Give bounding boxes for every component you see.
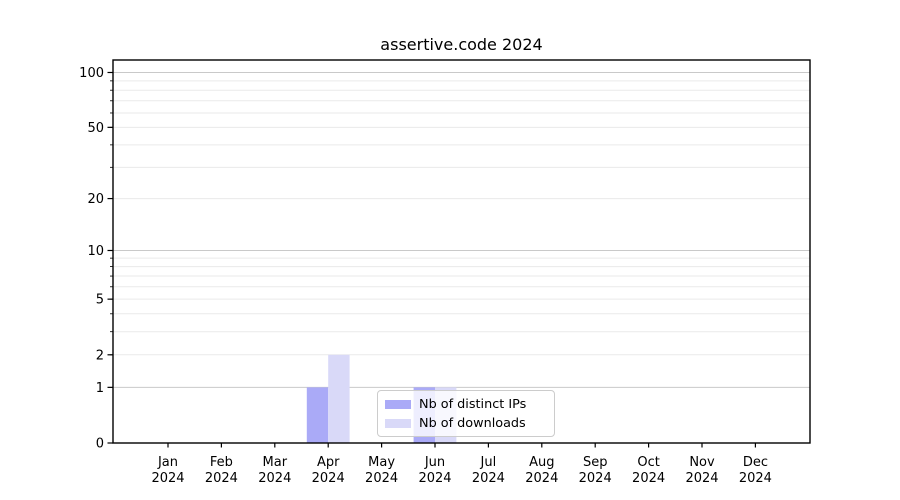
bar-downloads-apr xyxy=(328,354,350,443)
legend-swatch-downloads xyxy=(385,419,411,428)
chart-title: assertive.code 2024 xyxy=(380,35,543,54)
y-tick-label: 2 xyxy=(96,348,104,363)
x-tick-label-month: Feb xyxy=(210,455,233,470)
x-tick-label-year: 2024 xyxy=(579,471,612,486)
x-tick-label-month: May xyxy=(368,455,395,470)
x-tick-label-month: Jan xyxy=(157,455,178,470)
x-tick-label-month: Jun xyxy=(424,455,445,470)
x-tick-label-year: 2024 xyxy=(472,471,505,486)
x-tick-label-year: 2024 xyxy=(525,471,558,486)
legend-item-distinct-ips: Nb of distinct IPs xyxy=(385,395,554,414)
y-tick-label: 1 xyxy=(96,381,104,396)
x-tick-label-month: Nov xyxy=(689,455,715,470)
y-tick-label: 10 xyxy=(87,244,104,259)
x-tick-label-year: 2024 xyxy=(632,471,665,486)
x-tick-label-year: 2024 xyxy=(418,471,451,486)
x-tick-label-year: 2024 xyxy=(365,471,398,486)
y-tick-label: 0 xyxy=(96,437,104,452)
x-tick-label-month: Dec xyxy=(743,455,768,470)
x-tick-label-year: 2024 xyxy=(312,471,345,486)
x-tick-label-month: Aug xyxy=(529,455,554,470)
bar-distinct-ips-apr xyxy=(306,387,329,443)
x-tick-label-year: 2024 xyxy=(205,471,238,486)
x-tick-label-year: 2024 xyxy=(685,471,718,486)
x-tick-label-month: Apr xyxy=(317,455,340,470)
plot-border xyxy=(112,59,811,444)
y-tick-label: 20 xyxy=(87,192,104,207)
x-tick-label-month: Sep xyxy=(583,455,608,470)
x-tick-label-year: 2024 xyxy=(151,471,184,486)
legend-item-downloads: Nb of downloads xyxy=(385,414,554,433)
legend-label-downloads: Nb of downloads xyxy=(419,416,526,431)
x-tick-label-month: Jul xyxy=(480,455,497,470)
legend-label-distinct-ips: Nb of distinct IPs xyxy=(419,397,527,412)
legend-swatch-distinct-ips xyxy=(385,400,411,409)
x-tick-label-month: Mar xyxy=(263,455,288,470)
x-tick-label-year: 2024 xyxy=(258,471,291,486)
x-tick-label-year: 2024 xyxy=(739,471,772,486)
legend: Nb of distinct IPs Nb of downloads xyxy=(377,390,555,437)
y-tick-label: 5 xyxy=(96,293,104,308)
y-tick-label: 100 xyxy=(79,66,104,81)
x-tick-label-month: Oct xyxy=(637,455,659,470)
y-tick-label: 50 xyxy=(87,121,104,136)
